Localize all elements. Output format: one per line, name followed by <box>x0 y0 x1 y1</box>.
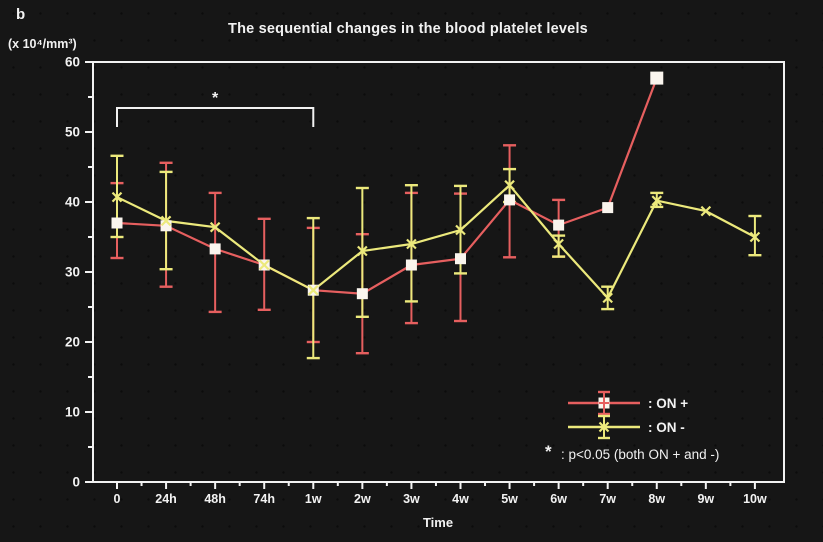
figure-label: b <box>16 6 26 23</box>
x-axis-title: Time <box>422 515 454 530</box>
x-tick-label: 1w <box>305 492 322 506</box>
markers-on-plus <box>111 71 664 300</box>
x-tick-label: 10w <box>743 492 767 506</box>
series-line-on-minus <box>116 183 756 300</box>
legend-sample-on-minus <box>568 414 640 440</box>
x-tick-label: 9w <box>697 492 714 506</box>
x-tick-label: 3w <box>403 492 420 506</box>
markers-on-minus <box>111 179 761 304</box>
chart-title: The sequential changes in the blood plat… <box>228 21 588 37</box>
x-tick-label: 4w <box>452 492 469 506</box>
y-axis-unit: (x 10⁴/mm³) <box>8 37 77 51</box>
significance-star: * <box>212 90 219 107</box>
significance-bracket: * <box>116 90 315 127</box>
legend-label-on-plus: : ON + <box>648 396 689 411</box>
x-tick-label: 7w <box>599 492 616 506</box>
y-tick-label: 40 <box>65 195 80 210</box>
x-tick-label: 2w <box>354 492 371 506</box>
x-tick-label: 5w <box>501 492 518 506</box>
y-tick-label: 20 <box>65 335 80 350</box>
y-axis: 0 10 20 30 40 50 60 <box>65 55 93 490</box>
plot-frame <box>92 61 785 483</box>
y-tick-label: 50 <box>65 125 80 140</box>
y-tick-label: 30 <box>65 265 80 280</box>
x-axis: 0 24h 48h 74h 1w 2w 3w 4w 5w 6w 7w 8w 9w 10w <box>114 482 767 506</box>
legend-label-on-minus: : ON - <box>648 420 685 435</box>
y-tick-label: 10 <box>65 405 80 420</box>
series-line-on-plus <box>116 77 658 295</box>
error-bars-on-minus <box>110 154 762 360</box>
error-bars-on-plus <box>110 144 566 355</box>
x-tick-label: 6w <box>550 492 567 506</box>
x-tick-label: 24h <box>155 492 177 506</box>
significance-note-text: : p<0.05 (both ON + and -) <box>561 447 720 462</box>
x-tick-label: 74h <box>253 492 275 506</box>
y-tick-label: 0 <box>72 475 80 490</box>
significance-note-star: * <box>545 442 552 461</box>
x-tick-label: 48h <box>204 492 226 506</box>
x-tick-label: 8w <box>648 492 665 506</box>
x-tick-label: 0 <box>114 492 121 506</box>
legend-sample-on-plus <box>568 390 640 416</box>
y-tick-label: 60 <box>65 55 80 70</box>
